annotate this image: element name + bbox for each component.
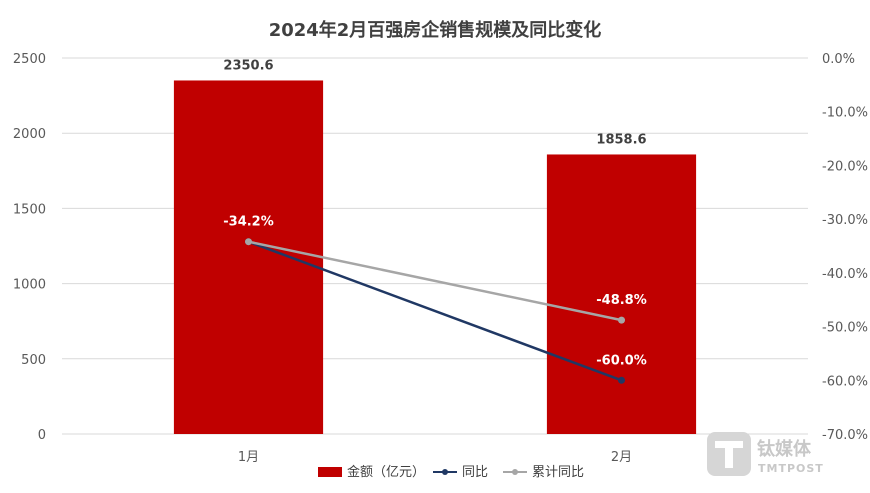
chart-title: 2024年2月百强房企销售规模及同比变化 <box>269 19 602 41</box>
watermark-subtext: TMTPOST <box>758 462 824 475</box>
y-right-tick-label: 0.0% <box>822 52 855 67</box>
y-right-tick-label: -70.0% <box>822 428 868 443</box>
line-point <box>618 316 625 324</box>
y-axis-right: 0.0% -10.0% -20.0% -30.0% -40.0% -50.0% -60.0%… <box>822 52 868 443</box>
bar <box>173 80 324 434</box>
y-left-tick-label: 1000 <box>13 278 46 293</box>
y-right-tick-label: -30.0% <box>822 213 868 228</box>
series-line <box>248 240 622 322</box>
bar-series <box>173 80 697 434</box>
y-axis-left: 0 500 1000 1500 2000 2500 <box>13 52 46 443</box>
x-axis-ticks: 1月 2月 <box>238 450 632 465</box>
y-right-tick-label: -60.0% <box>822 374 868 389</box>
y-right-tick-label: -20.0% <box>822 159 868 174</box>
tmtpost-logo-icon <box>707 432 751 476</box>
data-labels: 2350.6 1858.6 -34.2% -60.0% -48.8% <box>223 58 647 368</box>
legend-marker <box>512 469 518 475</box>
line-point <box>245 238 252 246</box>
y-left-tick-label: 2000 <box>13 127 46 142</box>
legend: 金额（亿元） 同比 累计同比 <box>318 464 584 480</box>
line-value-label: -34.2% <box>223 215 274 230</box>
bar-value-label: 2350.6 <box>223 58 273 73</box>
legend-label: 累计同比 <box>532 465 584 480</box>
line-value-label: -60.0% <box>596 353 647 368</box>
legend-label: 同比 <box>462 465 488 480</box>
legend-marker <box>442 469 448 475</box>
line-value-label: -48.8% <box>596 293 647 308</box>
x-tick-label: 1月 <box>238 450 259 465</box>
legend-label: 金额（亿元） <box>347 464 425 480</box>
line-series <box>245 238 625 384</box>
bar-value-label: 1858.6 <box>596 132 646 147</box>
x-tick-label: 2月 <box>611 450 632 465</box>
watermark: 钛媒体 TMTPOST <box>707 432 824 476</box>
y-left-tick-label: 1500 <box>13 202 46 217</box>
y-right-tick-label: -10.0% <box>822 106 868 121</box>
watermark-text: 钛媒体 <box>757 438 812 460</box>
legend-swatch <box>318 467 342 477</box>
y-right-tick-label: -50.0% <box>822 321 868 336</box>
y-right-tick-label: -40.0% <box>822 267 868 282</box>
y-left-tick-label: 500 <box>21 353 46 368</box>
y-left-tick-label: 2500 <box>13 52 46 67</box>
bar <box>546 154 697 434</box>
series-line <box>248 240 622 382</box>
line-point <box>618 376 625 384</box>
y-left-tick-label: 0 <box>38 428 46 443</box>
